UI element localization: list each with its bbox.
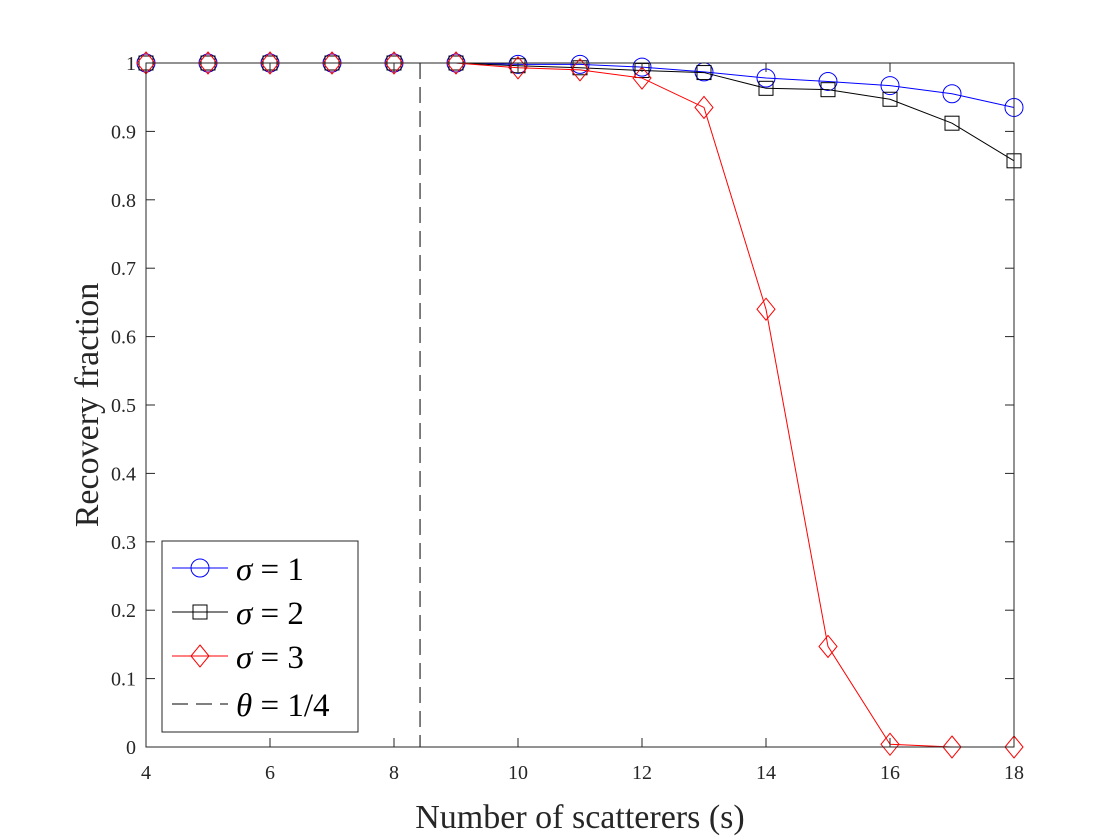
x-tick-label: 8 [389, 762, 399, 784]
data-point-s1-13 [942, 84, 962, 104]
y-tick-label: 0.1 [111, 669, 136, 691]
data-point-s1-8 [632, 57, 652, 77]
legend-entry-3: σ = 3 [172, 640, 304, 676]
x-tick-label: 12 [632, 762, 652, 784]
x-tick-label: 16 [880, 762, 900, 784]
legend: σ = 1 σ = 2 σ = 3 θ = 1/4 [161, 540, 359, 733]
legend-entry-4: θ = 1/4 [172, 688, 330, 724]
legend-label: σ = 1 [236, 552, 304, 588]
data-point-s3-2 [260, 51, 280, 75]
data-point-s1-12 [880, 76, 900, 96]
data-point-s3-7 [570, 58, 590, 82]
y-tick-label: 0.6 [111, 327, 136, 349]
data-point-s3-8 [632, 66, 652, 90]
data-point-s1-7 [570, 54, 590, 74]
legend-marker [190, 558, 210, 578]
y-tick-label: 0.8 [111, 190, 136, 212]
legend-label: σ = 2 [236, 596, 304, 632]
x-tick-label: 6 [265, 762, 275, 784]
x-tick-label: 14 [756, 762, 776, 784]
legend-entry-1: σ = 1 [172, 552, 304, 588]
data-point-s2-10 [758, 80, 774, 96]
data-point-s3-1 [198, 51, 218, 75]
y-tick-label: 0.3 [111, 532, 136, 554]
data-point-s3-6 [508, 55, 528, 80]
legend-label: θ = 1/4 [236, 688, 330, 724]
legend-label: σ = 3 [236, 640, 304, 676]
x-tick-label: 18 [1004, 762, 1024, 784]
y-axis-title: Recovery fraction [69, 283, 106, 528]
legend-marker [192, 604, 208, 620]
data-point-s3-12 [880, 732, 900, 757]
data-point-s1-6 [508, 54, 528, 74]
data-point-s1-11 [818, 71, 838, 91]
y-tick-label: 0.7 [111, 258, 136, 280]
legend-box [161, 540, 359, 733]
data-point-s3-5 [446, 51, 466, 75]
data-point-s3-9 [694, 95, 714, 120]
data-point-s3-14 [1004, 735, 1024, 759]
data-point-s2-9 [696, 65, 712, 81]
y-tick-label: 0.2 [111, 600, 136, 622]
legend-entry-2: σ = 2 [172, 596, 304, 632]
x-axis-title: Number of scatterers (s) [415, 799, 744, 836]
data-point-s3-10 [756, 297, 776, 322]
y-tick-label: 0.4 [111, 463, 136, 485]
data-point-s2-12 [882, 91, 898, 107]
data-point-s3-3 [322, 51, 342, 75]
x-tick-label: 4 [141, 762, 151, 784]
x-tick-label: 10 [508, 762, 528, 784]
legend-marker [190, 644, 210, 668]
y-tick-label: 0.5 [111, 395, 136, 417]
y-tick-label: 0 [126, 737, 136, 759]
ticks-layer: 4 6 8 10 12 14 16 18 0 0.1 0.2 0.3 0.4 0.5 0.6 0.7 0.8 0.… [111, 53, 1024, 784]
data-point-s2-11 [820, 82, 836, 98]
data-point-s3-13 [942, 735, 962, 759]
data-point-s3-4 [384, 51, 404, 75]
y-tick-label: 1 [126, 53, 136, 75]
data-point-s3-11 [818, 634, 838, 659]
y-tick-label: 0.9 [111, 121, 136, 143]
data-point-s2-13 [944, 115, 960, 131]
